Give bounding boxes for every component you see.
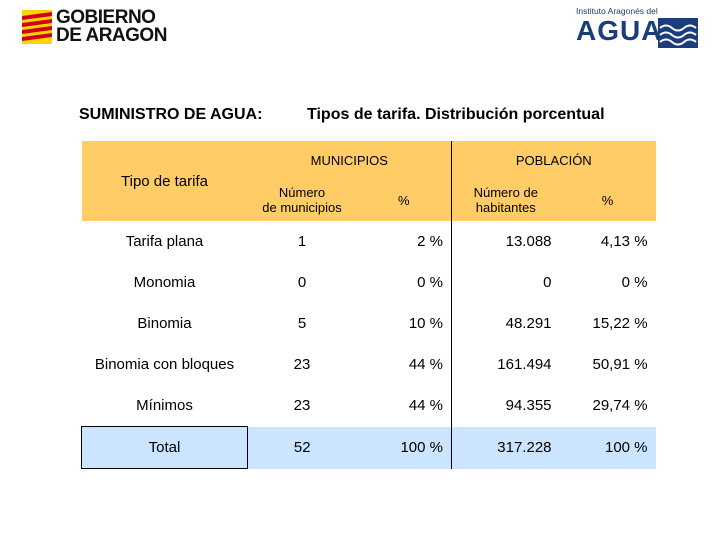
header-num-habitantes-line2: habitantes (475, 200, 536, 215)
cell-tipo: Monomia (133, 274, 196, 291)
page-title-left: SUMINISTRO DE AGUA: (79, 106, 263, 123)
cell-pct-mun: 0 % (356, 262, 453, 303)
cell-pct-hab: 4,13 % (600, 233, 648, 250)
cell-pct-mun: 10 % (356, 303, 453, 344)
table-row-total: Total 52 100 % 317.228 100 % (81, 426, 656, 469)
cell-mun: 5 (297, 315, 307, 332)
header-num-municipios-line1: Número (278, 185, 326, 200)
table-row: Binomia 5 10 % 48.291 15,22 % (82, 303, 656, 344)
header-poblacion: POBLACIÓN (451, 141, 656, 179)
cell-pct-hab: 0 % (621, 274, 648, 291)
cell-pct-mun: 2 % (356, 221, 453, 262)
gov-logo-line1: GOBIERNO (56, 7, 156, 28)
cell-tipo: Tarifa plana (125, 233, 204, 250)
cell-mun: 1 (297, 233, 307, 250)
header-num-habitantes-line1: Número de (473, 185, 538, 200)
cell-total-pct-mun: 100 % (356, 426, 453, 469)
cell-hab: 48.291 (505, 315, 552, 332)
cell-pct-hab: 50,91 % (592, 356, 648, 373)
cell-hab: 161.494 (497, 356, 552, 373)
aragon-flag-icon (22, 10, 52, 44)
cell-mun: 23 (293, 397, 311, 415)
gov-logo-line2: DE ARAGON (56, 25, 167, 46)
header-tipo-tarifa: Tipo de tarifa (81, 141, 248, 221)
instituto-agua-logo: Instituto Aragonés del AGUA (574, 6, 698, 48)
cell-pct-hab: 15,22 % (592, 315, 648, 332)
table-row: Mínimos 23 44 % 94.355 29,74 % (82, 385, 656, 427)
gobierno-aragon-logo: GOBIERNO DE ARAGON (22, 8, 172, 48)
tarifa-table: Tipo de tarifa MUNICIPIOS POBLACIÓN Núme… (81, 141, 656, 469)
table-row: Binomia con bloques 23 44 % 161.494 50,9… (82, 344, 656, 385)
cell-hab: 94.355 (505, 397, 552, 415)
header-pct-municipios: % (356, 179, 453, 221)
cell-pct-mun: 44 % (356, 385, 453, 427)
cell-tipo: Binomia (137, 315, 192, 332)
cell-total-pct-hab: 100 % (559, 426, 656, 469)
header-num-habitantes: Número de habitantes (451, 179, 560, 221)
water-wave-icon (658, 18, 698, 48)
cell-total-label: Total (81, 426, 248, 469)
header-pct-habitantes: % (559, 179, 656, 221)
cell-tipo: Mínimos (136, 397, 193, 414)
cell-pct-hab: 29,74 % (592, 397, 648, 415)
cell-pct-mun: 44 % (356, 344, 453, 385)
agency-logo-big: AGUA (576, 15, 663, 46)
table-row: Tarifa plana 1 2 % 13.088 4,13 % (82, 221, 656, 262)
page-title-right: Tipos de tarifa. Distribución porcentual (307, 106, 605, 123)
cell-mun: 23 (293, 356, 311, 373)
gov-logo-text: GOBIERNO DE ARAGON (56, 7, 167, 46)
cell-hab: 13.088 (505, 233, 552, 250)
table-row: Monomia 0 0 % 0 0 % (82, 262, 656, 303)
cell-total-mun: 52 (247, 426, 357, 469)
header-num-municipios: Número de municipios (247, 179, 357, 221)
cell-hab: 0 (543, 274, 552, 291)
header-municipios: MUNICIPIOS (247, 141, 453, 179)
cell-tipo: Binomia con bloques (94, 356, 235, 373)
header-num-municipios-line2: de municipios (262, 200, 342, 215)
agency-logo-small: Instituto Aragonés del (576, 6, 658, 16)
cell-total-hab: 317.228 (451, 426, 560, 469)
cell-mun: 0 (297, 274, 307, 291)
